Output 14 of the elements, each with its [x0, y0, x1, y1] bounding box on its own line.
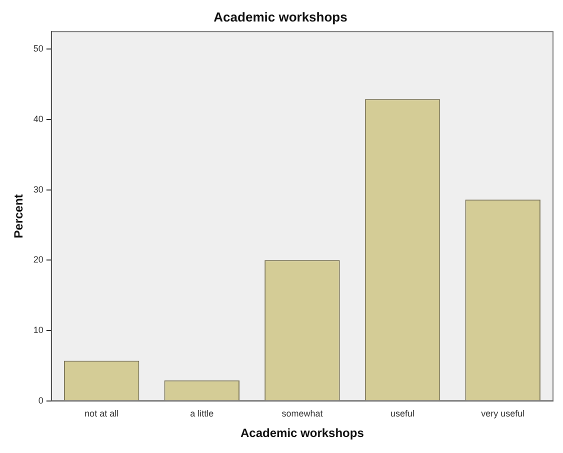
y-axis-title: Percent [12, 194, 26, 238]
chart-title: Academic workshops [214, 9, 348, 24]
y-tick-label: 50 [33, 44, 44, 54]
x-tick-label: a little [190, 408, 214, 419]
x-tick-label: useful [390, 408, 415, 419]
x-axis-title: Academic workshops [240, 426, 364, 440]
x-tick-label: not at all [84, 408, 119, 419]
y-tick-label: 10 [33, 324, 44, 335]
x-tick-label: very useful [481, 408, 525, 419]
y-tick-label: 0 [38, 395, 44, 406]
y-tick-label: 40 [33, 114, 44, 124]
y-tick-label: 20 [33, 254, 44, 265]
x-tick-label: somewhat [282, 408, 324, 419]
y-tick-label: 30 [33, 184, 44, 194]
